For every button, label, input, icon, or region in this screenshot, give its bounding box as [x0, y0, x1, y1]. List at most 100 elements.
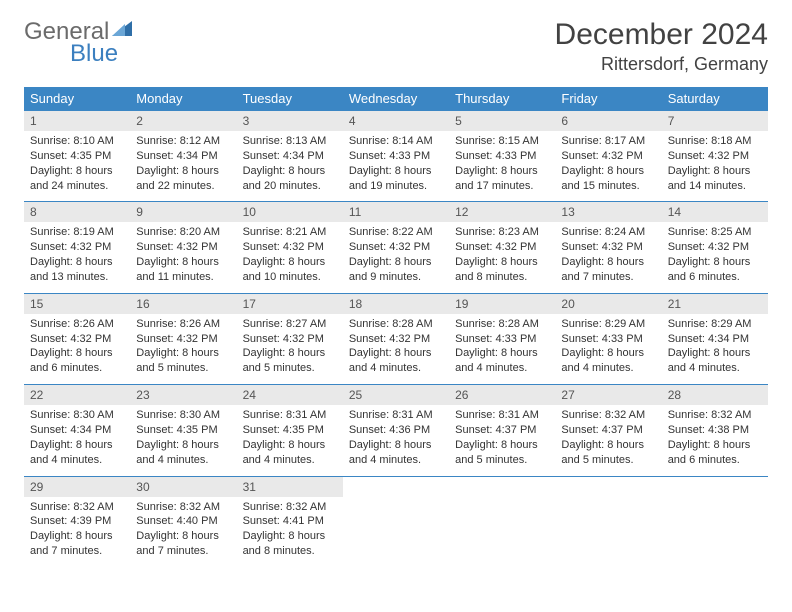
- day-cell: Sunrise: 8:29 AMSunset: 4:34 PMDaylight:…: [662, 314, 768, 385]
- sunset-line: Sunset: 4:32 PM: [136, 240, 230, 255]
- empty-cell: [555, 476, 661, 497]
- week-daynum-row: 15161718192021: [24, 293, 768, 314]
- day-cell: Sunrise: 8:32 AMSunset: 4:41 PMDaylight:…: [237, 497, 343, 567]
- day-number: 28: [662, 385, 768, 406]
- day-cell: Sunrise: 8:23 AMSunset: 4:32 PMDaylight:…: [449, 222, 555, 293]
- sunrise-line: Sunrise: 8:22 AM: [349, 225, 443, 240]
- sunset-line: Sunset: 4:32 PM: [561, 240, 655, 255]
- sunset-line: Sunset: 4:37 PM: [455, 423, 549, 438]
- sunset-line: Sunset: 4:39 PM: [30, 514, 124, 529]
- sunset-line: Sunset: 4:33 PM: [561, 332, 655, 347]
- day-number: 9: [130, 202, 236, 223]
- sunset-line: Sunset: 4:35 PM: [243, 423, 337, 438]
- day-header: Wednesday: [343, 87, 449, 111]
- week-daynum-row: 891011121314: [24, 202, 768, 223]
- sunrise-line: Sunrise: 8:26 AM: [136, 317, 230, 332]
- sunrise-line: Sunrise: 8:31 AM: [349, 408, 443, 423]
- day-number: 13: [555, 202, 661, 223]
- daylight-line: Daylight: 8 hours and 5 minutes.: [455, 438, 549, 468]
- daylight-line: Daylight: 8 hours and 22 minutes.: [136, 164, 230, 194]
- empty-cell: [662, 497, 768, 567]
- day-cell: Sunrise: 8:31 AMSunset: 4:36 PMDaylight:…: [343, 405, 449, 476]
- day-number: 6: [555, 111, 661, 132]
- daylight-line: Daylight: 8 hours and 4 minutes.: [243, 438, 337, 468]
- day-cell: Sunrise: 8:10 AMSunset: 4:35 PMDaylight:…: [24, 131, 130, 202]
- sunset-line: Sunset: 4:41 PM: [243, 514, 337, 529]
- day-cell: Sunrise: 8:12 AMSunset: 4:34 PMDaylight:…: [130, 131, 236, 202]
- day-cell: Sunrise: 8:17 AMSunset: 4:32 PMDaylight:…: [555, 131, 661, 202]
- sunrise-line: Sunrise: 8:20 AM: [136, 225, 230, 240]
- day-cell: Sunrise: 8:32 AMSunset: 4:40 PMDaylight:…: [130, 497, 236, 567]
- sunrise-line: Sunrise: 8:12 AM: [136, 134, 230, 149]
- day-cell: Sunrise: 8:26 AMSunset: 4:32 PMDaylight:…: [24, 314, 130, 385]
- sunrise-line: Sunrise: 8:31 AM: [243, 408, 337, 423]
- sunset-line: Sunset: 4:37 PM: [561, 423, 655, 438]
- day-number: 19: [449, 293, 555, 314]
- daylight-line: Daylight: 8 hours and 8 minutes.: [243, 529, 337, 559]
- day-number: 16: [130, 293, 236, 314]
- daylight-line: Daylight: 8 hours and 4 minutes.: [349, 438, 443, 468]
- daylight-line: Daylight: 8 hours and 4 minutes.: [455, 346, 549, 376]
- day-cell: Sunrise: 8:30 AMSunset: 4:34 PMDaylight:…: [24, 405, 130, 476]
- sunset-line: Sunset: 4:34 PM: [136, 149, 230, 164]
- day-number: 2: [130, 111, 236, 132]
- header: GeneralBlue December 2024 Rittersdorf, G…: [24, 18, 768, 75]
- sunrise-line: Sunrise: 8:29 AM: [668, 317, 762, 332]
- sunrise-line: Sunrise: 8:21 AM: [243, 225, 337, 240]
- sunset-line: Sunset: 4:34 PM: [668, 332, 762, 347]
- day-cell: Sunrise: 8:28 AMSunset: 4:32 PMDaylight:…: [343, 314, 449, 385]
- sunset-line: Sunset: 4:32 PM: [349, 240, 443, 255]
- day-cell: Sunrise: 8:13 AMSunset: 4:34 PMDaylight:…: [237, 131, 343, 202]
- brand-logo: GeneralBlue: [24, 18, 164, 68]
- day-cell: Sunrise: 8:15 AMSunset: 4:33 PMDaylight:…: [449, 131, 555, 202]
- daylight-line: Daylight: 8 hours and 10 minutes.: [243, 255, 337, 285]
- sunrise-line: Sunrise: 8:32 AM: [243, 500, 337, 515]
- daylight-line: Daylight: 8 hours and 4 minutes.: [349, 346, 443, 376]
- sunrise-line: Sunrise: 8:32 AM: [668, 408, 762, 423]
- day-number: 5: [449, 111, 555, 132]
- day-cell: Sunrise: 8:26 AMSunset: 4:32 PMDaylight:…: [130, 314, 236, 385]
- sunset-line: Sunset: 4:36 PM: [349, 423, 443, 438]
- daylight-line: Daylight: 8 hours and 24 minutes.: [30, 164, 124, 194]
- day-number: 7: [662, 111, 768, 132]
- day-cell: Sunrise: 8:21 AMSunset: 4:32 PMDaylight:…: [237, 222, 343, 293]
- sunrise-line: Sunrise: 8:17 AM: [561, 134, 655, 149]
- day-cell: Sunrise: 8:22 AMSunset: 4:32 PMDaylight:…: [343, 222, 449, 293]
- day-number: 15: [24, 293, 130, 314]
- sunset-line: Sunset: 4:35 PM: [30, 149, 124, 164]
- day-number: 31: [237, 476, 343, 497]
- daylight-line: Daylight: 8 hours and 4 minutes.: [30, 438, 124, 468]
- sunrise-line: Sunrise: 8:27 AM: [243, 317, 337, 332]
- day-header-row: SundayMondayTuesdayWednesdayThursdayFrid…: [24, 87, 768, 111]
- sunset-line: Sunset: 4:35 PM: [136, 423, 230, 438]
- day-number: 4: [343, 111, 449, 132]
- sunrise-line: Sunrise: 8:23 AM: [455, 225, 549, 240]
- daylight-line: Daylight: 8 hours and 5 minutes.: [561, 438, 655, 468]
- daylight-line: Daylight: 8 hours and 15 minutes.: [561, 164, 655, 194]
- daylight-line: Daylight: 8 hours and 6 minutes.: [668, 438, 762, 468]
- day-number: 22: [24, 385, 130, 406]
- daylight-line: Daylight: 8 hours and 6 minutes.: [668, 255, 762, 285]
- daylight-line: Daylight: 8 hours and 13 minutes.: [30, 255, 124, 285]
- empty-cell: [343, 476, 449, 497]
- sunset-line: Sunset: 4:33 PM: [455, 332, 549, 347]
- daylight-line: Daylight: 8 hours and 4 minutes.: [136, 438, 230, 468]
- day-cell: Sunrise: 8:29 AMSunset: 4:33 PMDaylight:…: [555, 314, 661, 385]
- sunset-line: Sunset: 4:32 PM: [349, 332, 443, 347]
- week-data-row: Sunrise: 8:30 AMSunset: 4:34 PMDaylight:…: [24, 405, 768, 476]
- daylight-line: Daylight: 8 hours and 6 minutes.: [30, 346, 124, 376]
- sunrise-line: Sunrise: 8:32 AM: [561, 408, 655, 423]
- sunrise-line: Sunrise: 8:19 AM: [30, 225, 124, 240]
- sunset-line: Sunset: 4:34 PM: [243, 149, 337, 164]
- day-number: 12: [449, 202, 555, 223]
- sunrise-line: Sunrise: 8:31 AM: [455, 408, 549, 423]
- sunset-line: Sunset: 4:32 PM: [668, 240, 762, 255]
- day-number: 3: [237, 111, 343, 132]
- day-number: 14: [662, 202, 768, 223]
- calendar-table: SundayMondayTuesdayWednesdayThursdayFrid…: [24, 87, 768, 567]
- sunrise-line: Sunrise: 8:25 AM: [668, 225, 762, 240]
- sunset-line: Sunset: 4:32 PM: [668, 149, 762, 164]
- week-data-row: Sunrise: 8:26 AMSunset: 4:32 PMDaylight:…: [24, 314, 768, 385]
- day-number: 11: [343, 202, 449, 223]
- day-number: 24: [237, 385, 343, 406]
